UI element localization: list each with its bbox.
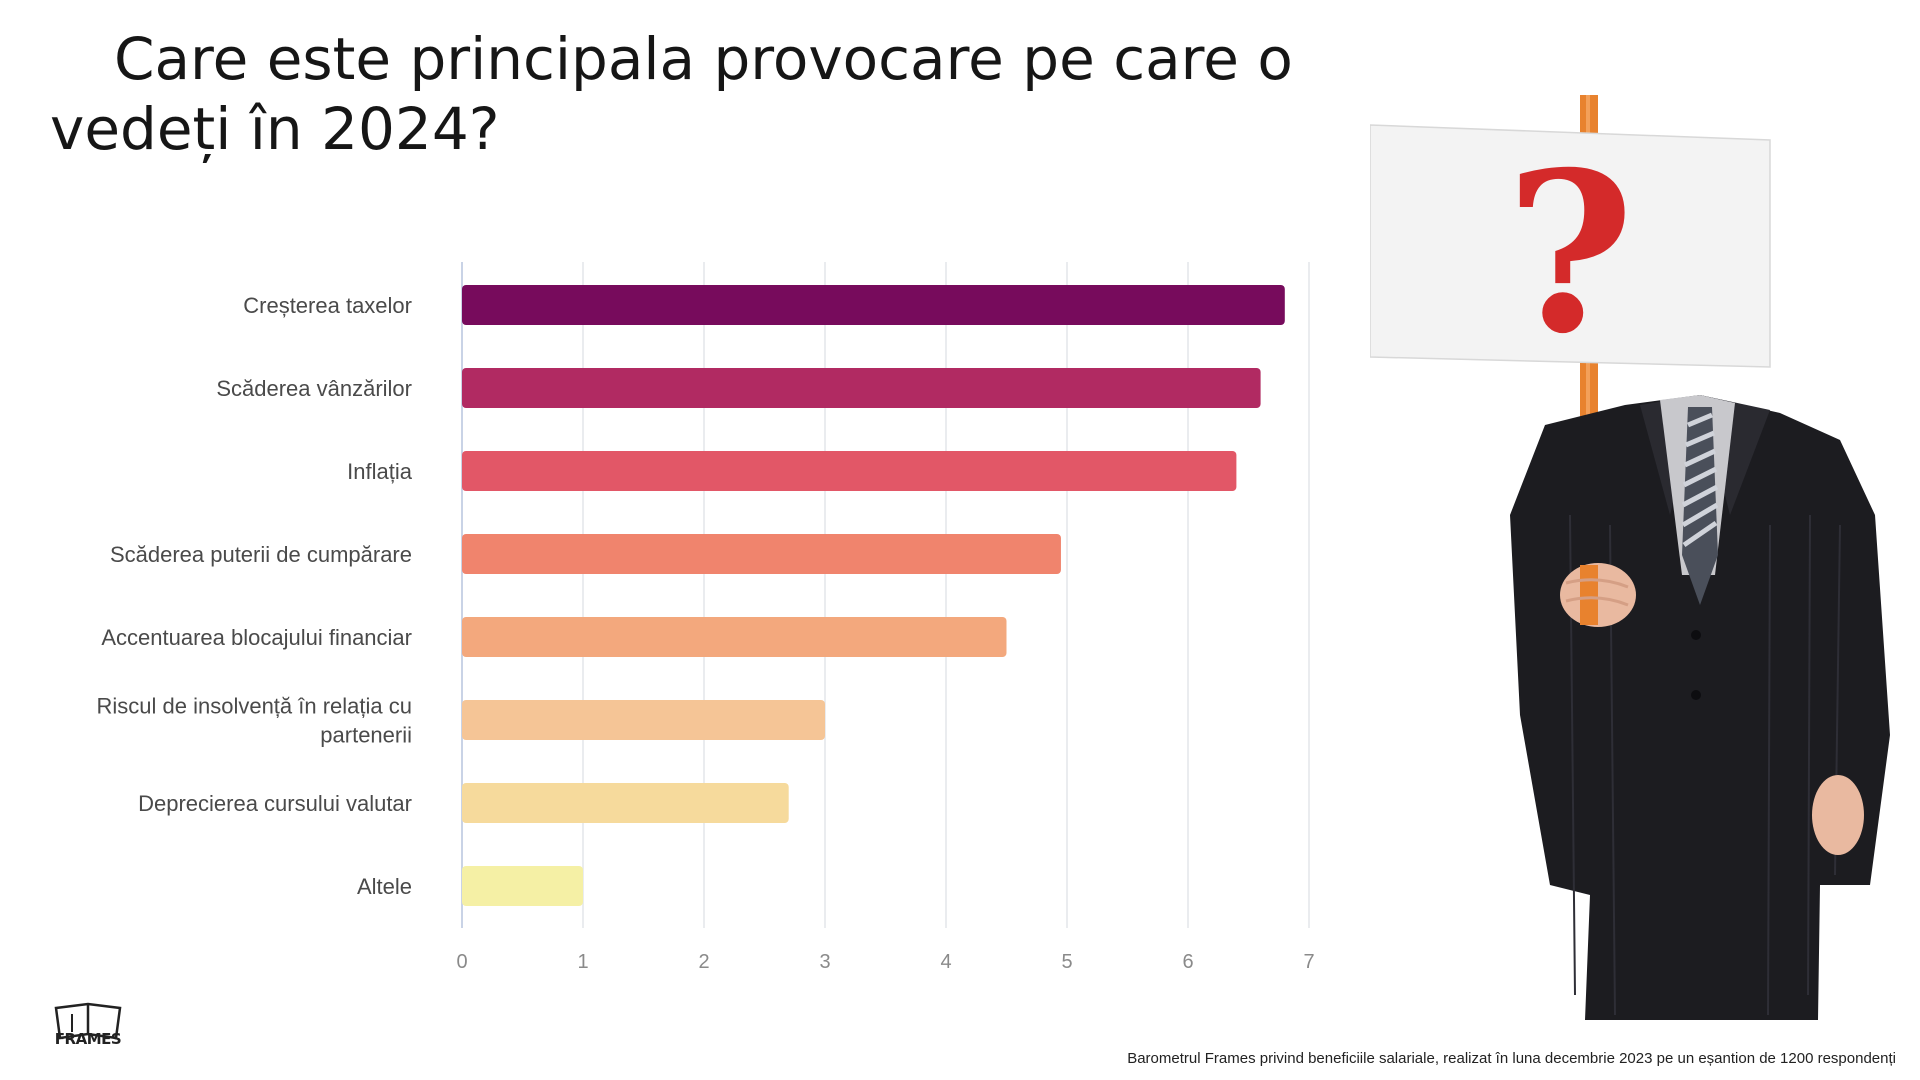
x-axis-ticks: 0 1 2 3 4 5 6 7 bbox=[456, 951, 1314, 973]
x-tick-label: 3 bbox=[819, 951, 830, 973]
frames-logo-icon bbox=[54, 1002, 122, 1040]
x-tick-label: 1 bbox=[577, 951, 588, 973]
bar bbox=[462, 534, 1061, 574]
category-label: Creșterea taxelor bbox=[243, 293, 412, 318]
bar bbox=[462, 700, 825, 740]
category-label: partenerii bbox=[320, 723, 412, 748]
frames-logo-text: FRAMES bbox=[54, 1030, 122, 1048]
x-tick-label: 5 bbox=[1061, 951, 1072, 973]
x-tick-label: 4 bbox=[940, 951, 951, 973]
x-tick-label: 0 bbox=[456, 951, 467, 973]
bar bbox=[462, 368, 1261, 408]
bar bbox=[462, 451, 1237, 491]
x-tick-label: 6 bbox=[1182, 951, 1193, 973]
bar bbox=[462, 866, 583, 906]
x-tick-label: 7 bbox=[1303, 951, 1314, 973]
grid-lines bbox=[461, 262, 1310, 928]
source-note: Barometrul Frames privind beneficiile sa… bbox=[1127, 1050, 1896, 1067]
category-label: Scăderea vânzărilor bbox=[216, 376, 412, 401]
category-labels: Creșterea taxelor Scăderea vânzărilor Infl… bbox=[97, 293, 413, 899]
category-label: Inflația bbox=[347, 459, 413, 484]
sign-question-mark: ? bbox=[1506, 123, 1635, 382]
x-tick-label: 2 bbox=[698, 951, 709, 973]
bar bbox=[462, 783, 789, 823]
page-title: Care este principala provocare pe care o… bbox=[50, 25, 1293, 163]
man-holding-question-mark-sign-icon: ? bbox=[1370, 95, 1890, 1020]
bar bbox=[462, 285, 1285, 325]
category-label: Deprecierea cursului valutar bbox=[138, 791, 412, 816]
category-label: Scăderea puterii de cumpărare bbox=[110, 542, 412, 567]
bar bbox=[462, 617, 1007, 657]
category-label: Accentuarea blocajului financiar bbox=[101, 625, 412, 650]
bars bbox=[462, 285, 1285, 906]
category-label: Altele bbox=[357, 874, 412, 899]
category-label: Riscul de insolvență în relația cu bbox=[97, 694, 413, 719]
